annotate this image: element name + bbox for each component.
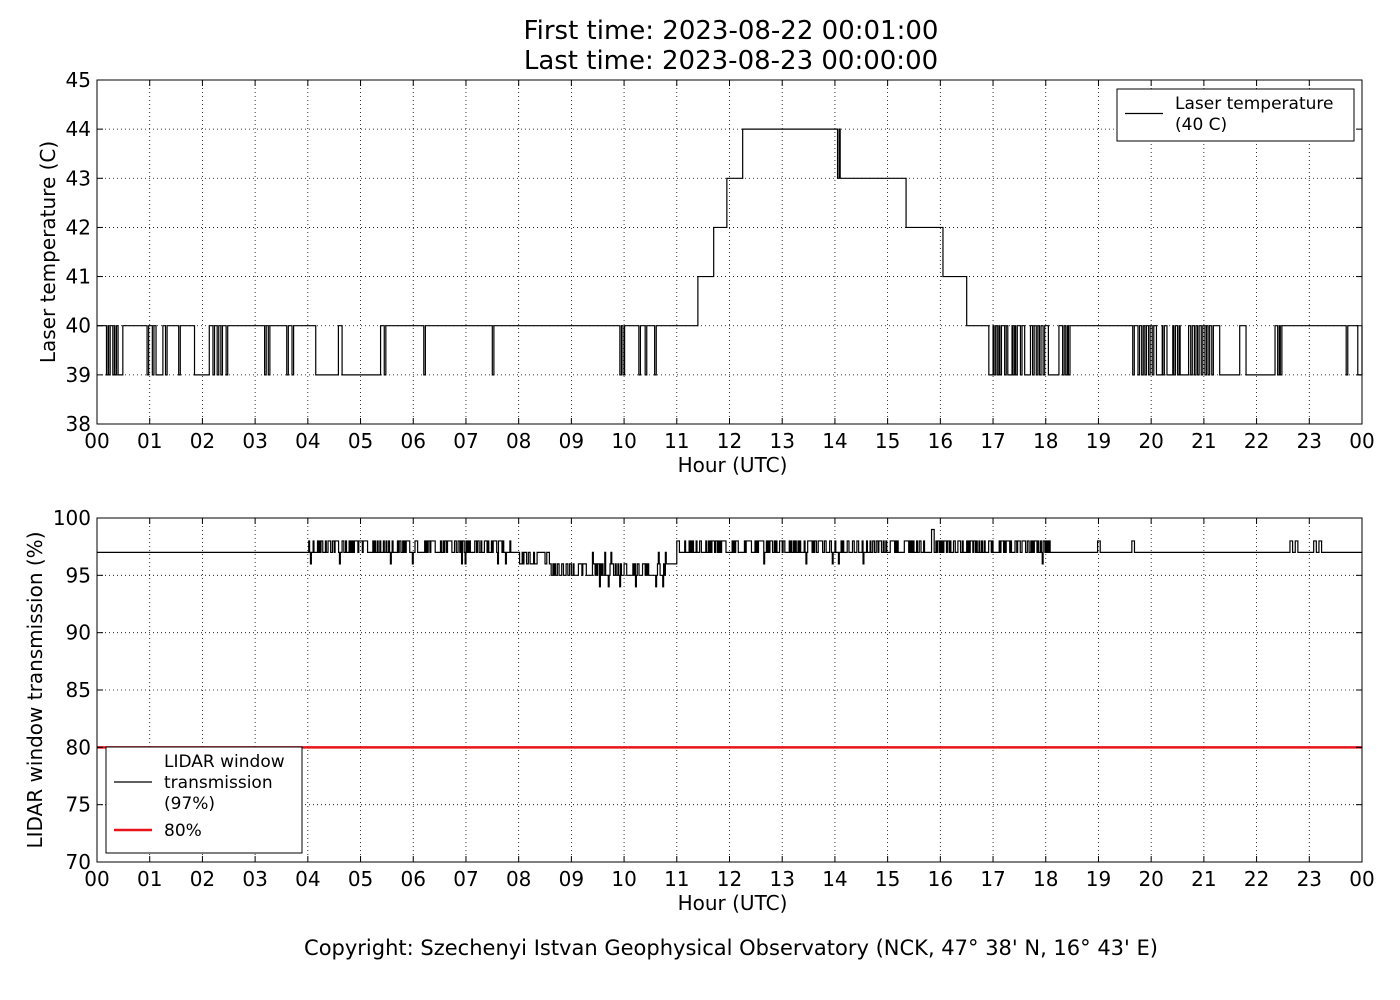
copyright-footer: Copyright: Szechenyi Istvan Geophysical …	[304, 936, 1158, 960]
x-tick-label: 16	[928, 429, 953, 453]
panel-2: 00 01 02 03 04 05 06 07 08 09 10 11 12 13 14 15 16 17 18 19…	[23, 506, 1375, 915]
x-tick-label: 06	[401, 867, 426, 891]
x-tick-label: 20	[1138, 867, 1163, 891]
x-tick-label: 10	[611, 867, 636, 891]
x-tick-label: 04	[295, 429, 320, 453]
y-tick-label: 90	[66, 621, 91, 645]
y-tick-label: 41	[66, 265, 91, 289]
x-tick-label: 22	[1244, 867, 1269, 891]
x-tick-label: 20	[1138, 429, 1163, 453]
x-tick-label: 08	[506, 429, 531, 453]
x-axis-label: Hour (UTC)	[678, 891, 788, 915]
y-tick-label: 70	[66, 850, 91, 874]
last-time-label: Last time: 2023-08-23 00:00:00	[523, 46, 939, 76]
x-tick-label: 02	[190, 867, 215, 891]
x-tick-label: 00	[1349, 429, 1374, 453]
legend-label: 80%	[164, 821, 202, 841]
x-tick-label: 14	[822, 429, 847, 453]
x-tick-label: 17	[980, 429, 1005, 453]
legend-box	[1116, 88, 1355, 142]
x-tick-label: 18	[1033, 429, 1058, 453]
x-tick-label: 11	[664, 429, 689, 453]
x-tick-label: 00	[84, 867, 109, 891]
x-axis-label: Hour (UTC)	[678, 453, 788, 477]
x-tick-label: 12	[717, 867, 742, 891]
x-tick-label: 07	[453, 867, 478, 891]
x-tick-label: 22	[1244, 429, 1269, 453]
x-tick-label: 16	[928, 867, 953, 891]
legend-label: (97%)	[164, 794, 215, 814]
x-tick-label: 04	[295, 867, 320, 891]
x-tick-label: 21	[1191, 867, 1216, 891]
y-tick-label: 75	[66, 793, 91, 817]
x-tick-label: 15	[875, 867, 900, 891]
x-tick-label: 23	[1297, 867, 1322, 891]
y-tick-label: 95	[66, 563, 91, 587]
panel-1: 00 01 02 03 04 05 06 07 08 09 10 11 12 13 14 15 16 17 18 19…	[36, 68, 1375, 477]
x-tick-label: 11	[664, 867, 689, 891]
legend-label: (40 C)	[1175, 115, 1227, 135]
series-line-1	[97, 128, 1363, 376]
x-tick-label: 13	[769, 429, 794, 453]
x-tick-label: 14	[822, 867, 847, 891]
y-axis-label: LIDAR window transmission (%)	[23, 532, 47, 849]
x-tick-label: 08	[506, 867, 531, 891]
x-tick-label: 12	[717, 429, 742, 453]
x-tick-label: 18	[1033, 867, 1058, 891]
legend-label: LIDAR window	[164, 752, 285, 772]
y-tick-label: 45	[66, 68, 91, 92]
x-tick-label: 09	[559, 867, 584, 891]
chart-title: First time: 2023-08-22 00:01:00 Last tim…	[0, 16, 1400, 76]
x-tick-label: 21	[1191, 429, 1216, 453]
first-time-label: First time: 2023-08-22 00:01:00	[523, 16, 939, 46]
y-tick-label: 85	[66, 678, 91, 702]
y-tick-label: 40	[66, 314, 91, 338]
series-line-1	[97, 528, 1362, 588]
x-tick-label: 05	[348, 429, 373, 453]
x-tick-label: 17	[980, 867, 1005, 891]
x-tick-label: 00	[1349, 867, 1374, 891]
x-tick-label: 06	[401, 429, 426, 453]
x-tick-label: 07	[453, 429, 478, 453]
x-tick-label: 03	[242, 429, 267, 453]
y-tick-label: 100	[53, 506, 91, 530]
x-tick-label: 01	[137, 429, 162, 453]
x-tick-label: 01	[137, 867, 162, 891]
y-tick-label: 38	[66, 412, 91, 436]
x-tick-label: 00	[84, 429, 109, 453]
x-tick-label: 02	[190, 429, 215, 453]
y-axis-label: Laser temperature (C)	[36, 141, 60, 363]
x-tick-label: 05	[348, 867, 373, 891]
legend-label: Laser temperature	[1175, 94, 1333, 114]
x-tick-label: 15	[875, 429, 900, 453]
x-tick-label: 23	[1297, 429, 1322, 453]
y-tick-label: 42	[66, 215, 91, 239]
y-tick-label: 80	[66, 735, 91, 759]
legend-label: transmission	[164, 773, 273, 793]
x-tick-label: 13	[769, 867, 794, 891]
x-tick-label: 10	[611, 429, 636, 453]
x-tick-label: 09	[559, 429, 584, 453]
y-tick-label: 44	[66, 117, 91, 141]
x-tick-label: 03	[242, 867, 267, 891]
x-tick-label: 19	[1086, 867, 1111, 891]
legend: Laser temperature(40 C)	[1116, 88, 1355, 142]
y-tick-label: 43	[66, 166, 91, 190]
legend-box	[105, 746, 303, 854]
x-tick-label: 19	[1086, 429, 1111, 453]
y-tick-label: 39	[66, 363, 91, 387]
